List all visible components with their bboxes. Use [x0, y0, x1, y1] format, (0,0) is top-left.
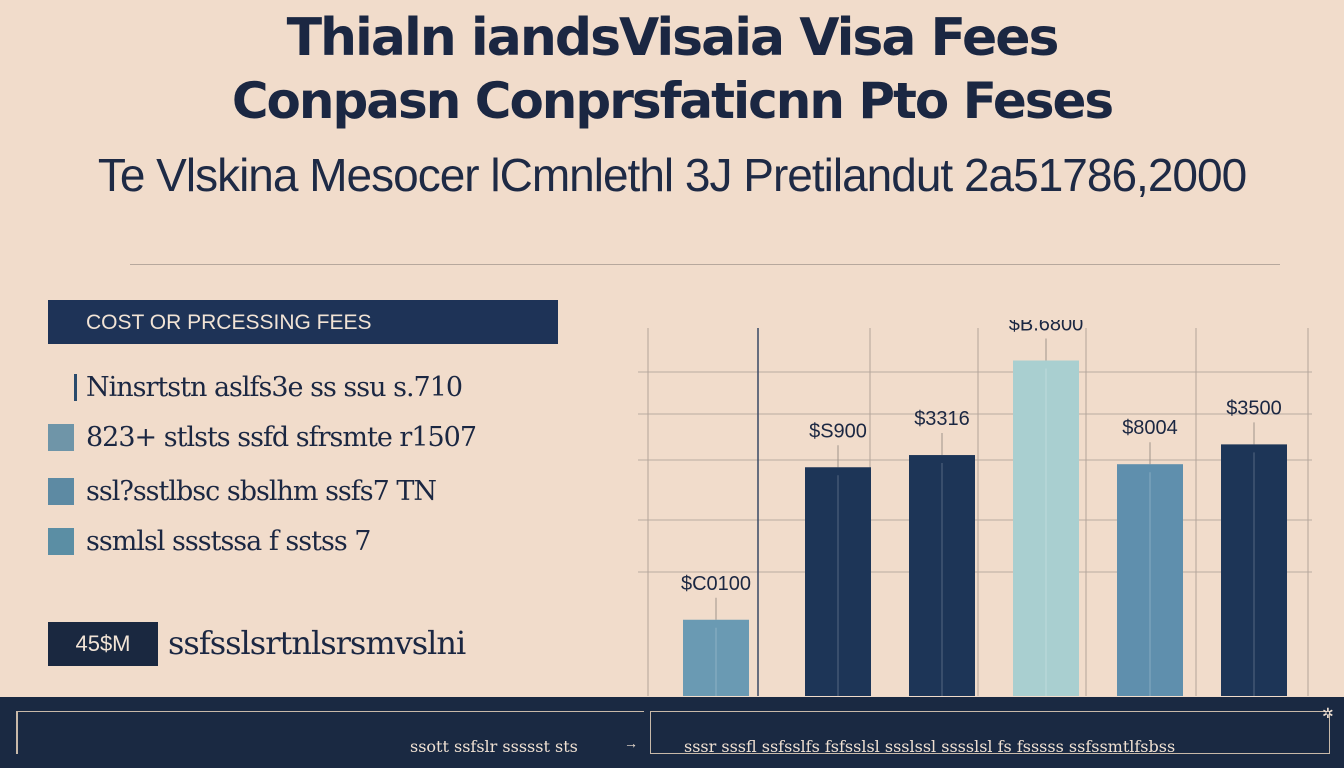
legend-swatch [48, 374, 77, 401]
panel-header: COST OR PRCESSING FEES [48, 300, 558, 344]
title-line-2: Conpasn Conprsfaticnn Pto Feses [231, 72, 1114, 130]
bar [1013, 360, 1079, 696]
corner-icon: ✲ [1322, 705, 1334, 721]
legend-swatch [48, 424, 74, 451]
amount-badge: 45$M [48, 622, 158, 666]
legend-label: ssl?sstlbsc sbslhm ssfs7 TN [86, 476, 437, 507]
legend-item: ssmlsl ssstssa f sstss 7 [48, 527, 608, 557]
header-divider [130, 264, 1280, 265]
bar [909, 455, 975, 696]
footer-left-bracket [16, 712, 18, 754]
data-label: $3316 [914, 408, 970, 430]
subtitle: Te Vlskina Mesocer lCmnlethl 3J Pretilan… [97, 149, 1247, 201]
bar [1117, 464, 1183, 696]
bar [1221, 444, 1287, 696]
footer-rule [650, 711, 1330, 712]
arrow-icon: → [624, 735, 638, 751]
bar-chart: $C0100 $S900 $3316 $B.6800 $8004 $3500 [638, 320, 1312, 696]
legend-label: 823+ stlsts ssfd sfrsmte r1507 [86, 422, 477, 453]
legend-swatch [48, 528, 74, 555]
data-label: $B.6800 [1009, 320, 1084, 336]
legend-item: ssl?sstlbsc sbslhm ssfs7 TN [48, 477, 608, 507]
legend-swatch [48, 478, 74, 505]
footer-rule [16, 711, 644, 712]
footer-left-text: ssott ssfslr ssssst sts [410, 737, 578, 756]
legend-item: Ninsrtstn aslfs3e ss ssu s.710 [48, 373, 608, 403]
data-label: $C0100 [681, 573, 751, 595]
legend-item: 823+ stlsts ssfd sfrsmte r1507 [48, 423, 608, 453]
bar [805, 467, 871, 696]
badge-caption: ssfsslsrtnlsrsmvslni [168, 624, 466, 662]
footer-right-text: sssr sssfl ssfsslfs fsfsslsl ssslssl sss… [684, 737, 1176, 756]
legend-label: ssmlsl ssstssa f sstss 7 [86, 526, 371, 557]
data-label: $3500 [1226, 397, 1282, 419]
legend-label: Ninsrtstn aslfs3e ss ssu s.710 [86, 372, 463, 403]
bar [683, 619, 749, 696]
data-label: $8004 [1122, 417, 1178, 439]
data-label: $S900 [809, 420, 867, 442]
title-line-1: Thialn iandsVisaia Visa Fees [286, 8, 1060, 68]
footer-right-box [650, 712, 1330, 754]
footer-bar: ssott ssfslr ssssst sts → sssr sssfl ssf… [0, 697, 1344, 768]
